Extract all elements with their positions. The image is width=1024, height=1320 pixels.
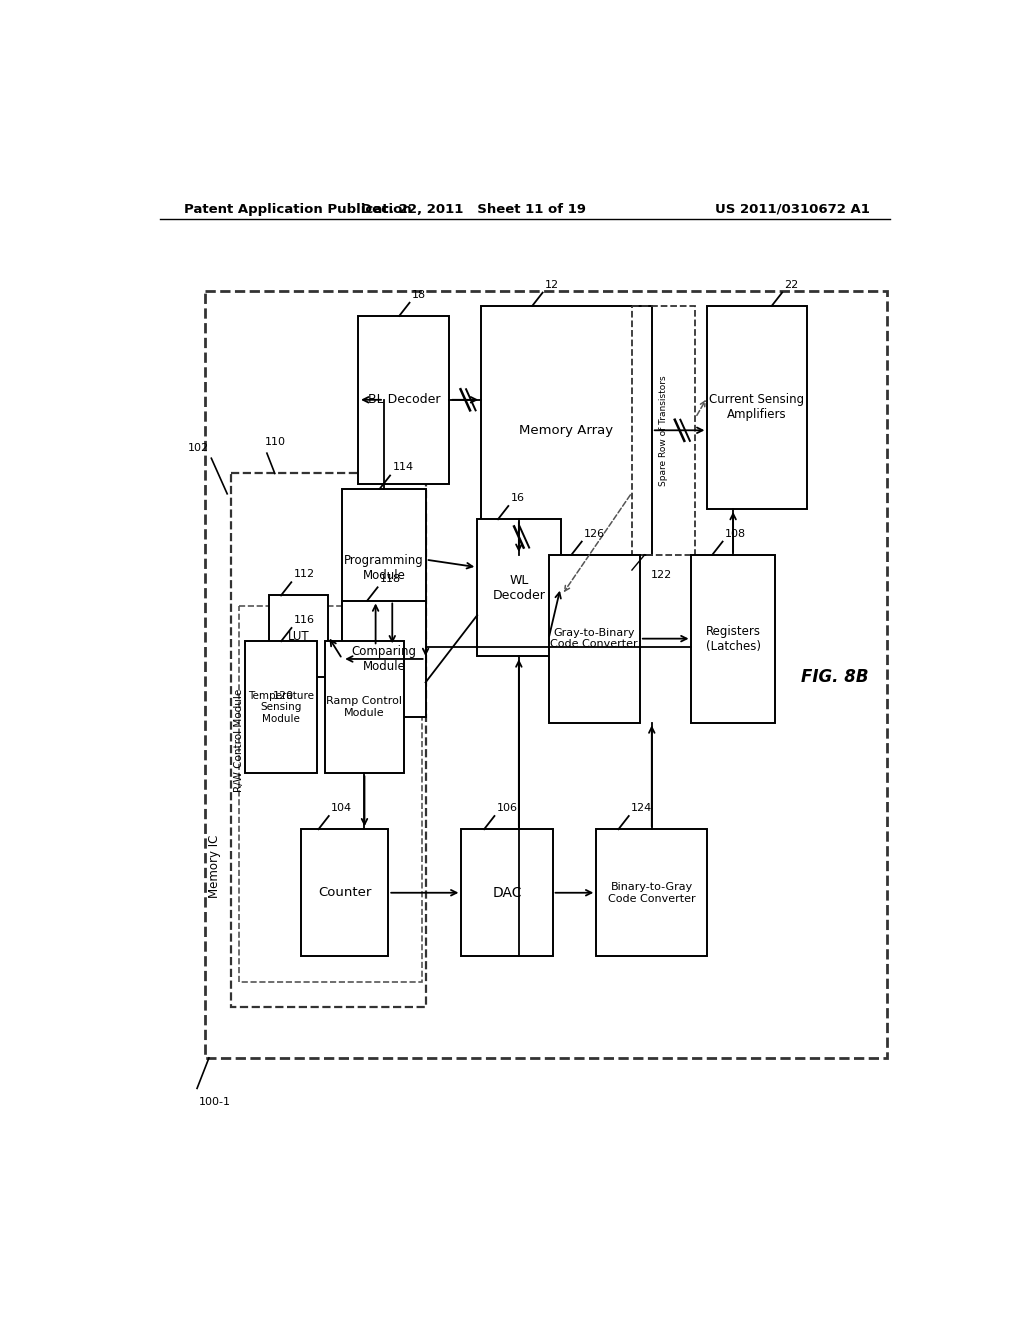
Bar [691, 554, 775, 722]
Text: 112: 112 [294, 569, 314, 579]
Text: Memory Array: Memory Array [519, 424, 613, 437]
Bar [301, 829, 388, 956]
Bar [231, 474, 426, 1007]
Bar [708, 306, 807, 510]
Bar [240, 606, 422, 982]
Text: 114: 114 [392, 462, 414, 473]
Bar [342, 601, 426, 718]
Text: Current Sensing
Amplifiers: Current Sensing Amplifiers [710, 393, 805, 421]
Text: R/W Control Module: R/W Control Module [234, 689, 244, 792]
Text: 22: 22 [784, 280, 799, 289]
Bar [481, 306, 652, 554]
Text: 100-1: 100-1 [199, 1097, 230, 1106]
Text: Temperature
Sensing
Module: Temperature Sensing Module [248, 690, 314, 723]
Text: 124: 124 [631, 803, 652, 813]
Text: Spare Row of Transistors: Spare Row of Transistors [659, 375, 669, 486]
Text: Gray-to-Binary
Code Converter: Gray-to-Binary Code Converter [551, 628, 638, 649]
Text: Memory IC: Memory IC [208, 834, 221, 898]
Bar [325, 642, 404, 774]
Text: Registers
(Latches): Registers (Latches) [706, 624, 761, 652]
Bar [477, 519, 560, 656]
Bar [358, 315, 450, 483]
Text: Counter: Counter [318, 886, 372, 899]
Text: 106: 106 [497, 803, 518, 813]
Text: 108: 108 [725, 528, 746, 539]
Text: WL
Decoder: WL Decoder [493, 574, 546, 602]
Text: 102: 102 [187, 444, 209, 453]
Bar [269, 595, 328, 677]
Bar [205, 290, 888, 1057]
Text: US 2011/0310672 A1: US 2011/0310672 A1 [715, 203, 870, 215]
Text: 110: 110 [265, 437, 287, 447]
Text: 104: 104 [331, 803, 352, 813]
Text: Programming
Module: Programming Module [344, 553, 424, 582]
Bar [342, 488, 426, 647]
Text: FIG. 8B: FIG. 8B [801, 668, 868, 686]
Text: 122: 122 [651, 570, 672, 579]
Bar [596, 829, 708, 956]
Bar [461, 829, 553, 956]
Bar [246, 642, 316, 774]
Text: Patent Application Publication: Patent Application Publication [183, 203, 412, 215]
Text: 120: 120 [273, 690, 294, 701]
Text: 118: 118 [380, 574, 401, 585]
Text: DAC: DAC [493, 886, 521, 900]
Bar [632, 306, 695, 554]
Text: Comparing
Module: Comparing Module [351, 645, 417, 673]
Text: 126: 126 [584, 528, 605, 539]
Text: Dec. 22, 2011   Sheet 11 of 19: Dec. 22, 2011 Sheet 11 of 19 [360, 203, 586, 215]
Text: 12: 12 [545, 280, 559, 289]
Text: Binary-to-Gray
Code Converter: Binary-to-Gray Code Converter [608, 882, 695, 904]
Bar [549, 554, 640, 722]
Text: Ramp Control
Module: Ramp Control Module [327, 697, 402, 718]
Text: 18: 18 [412, 289, 426, 300]
Text: BL Decoder: BL Decoder [368, 393, 440, 407]
Text: LUT: LUT [288, 630, 309, 643]
Text: 116: 116 [294, 615, 314, 624]
Text: 16: 16 [511, 492, 524, 503]
